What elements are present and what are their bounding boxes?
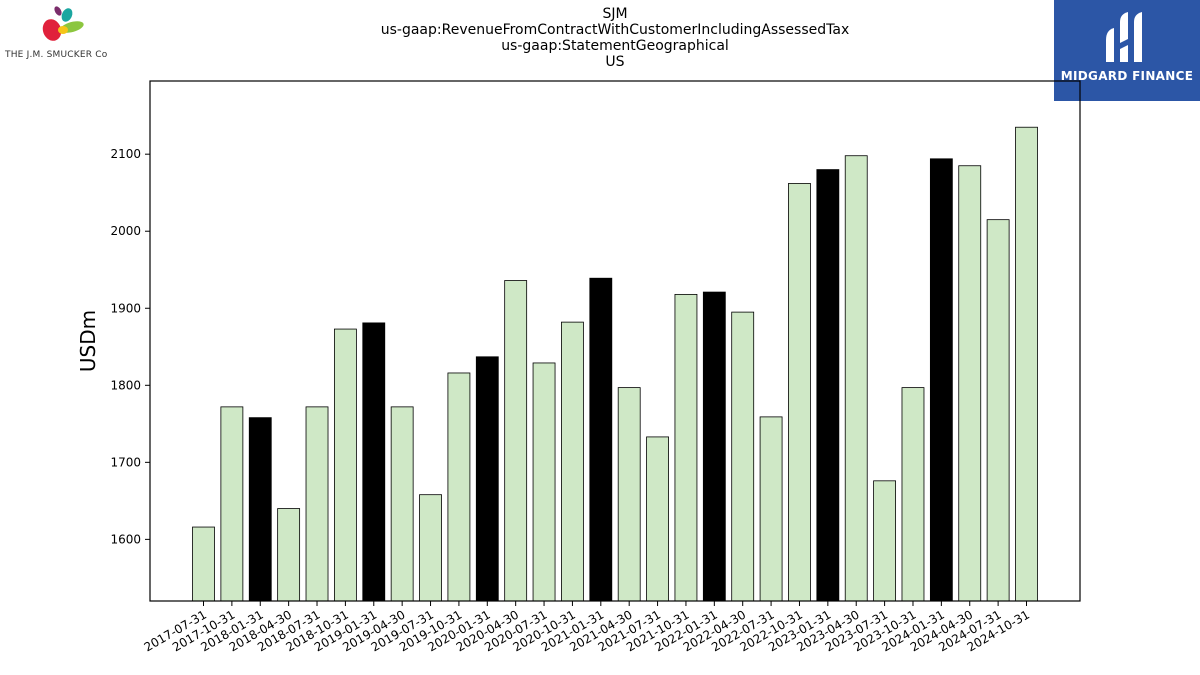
bar-2022-07-31 [759, 416, 783, 602]
bar-2019-04-30 [390, 406, 414, 602]
bar-2022-04-30 [731, 311, 755, 602]
bar-2020-01-31 [475, 356, 499, 602]
smucker-logo: THE J.M. SMUCKER Co [0, 0, 130, 70]
midgard-mark-icon [1106, 12, 1142, 62]
y-axis: 1600 1700 1800 1900 2000 2100 [110, 147, 150, 546]
bar-2017-10-31 [220, 406, 244, 602]
bar-2018-04-30 [277, 508, 301, 602]
bar-2020-10-31 [561, 321, 584, 602]
bar-2023-01-31 [816, 169, 840, 602]
bar-2023-07-31 [873, 480, 897, 602]
bar-2020-04-30 [504, 280, 528, 602]
bar-2018-10-31 [333, 328, 357, 602]
bars-group [192, 126, 1038, 602]
midgard-wordmark: MIDGARD FINANCE [1060, 69, 1194, 83]
bar-2017-07-31 [192, 526, 215, 602]
bar-2022-01-31 [702, 291, 726, 602]
y-axis-label: USDm [76, 310, 100, 372]
midgard-finance-logo: MIDGARD FINANCE [1054, 0, 1200, 101]
bar-2020-07-31 [532, 362, 556, 602]
chart-title-block: SJM us-gaap:RevenueFromContractWithCusto… [300, 6, 930, 70]
title-metric: us-gaap:RevenueFromContractWithCustomerI… [380, 22, 850, 38]
x-axis: 2017-07-312017-10-312018-01-312018-04-30… [142, 601, 1032, 654]
y-tick-label: 1800 [110, 378, 141, 392]
title-segment: US [605, 54, 625, 70]
title-ticker: SJM [602, 6, 628, 22]
title-dimension: us-gaap:StatementGeographical [501, 38, 729, 54]
smucker-logo-mark [42, 6, 84, 41]
y-tick-label: 1900 [110, 301, 141, 315]
bar-2019-10-31 [447, 372, 471, 602]
bar-2024-07-31 [986, 219, 1010, 602]
bar-2024-10-31 [1015, 126, 1038, 602]
bar-2019-07-31 [419, 494, 442, 602]
plot-frame [149, 80, 1081, 602]
smucker-wordmark: THE J.M. SMUCKER Co [5, 50, 108, 60]
bar-2018-01-31 [248, 417, 272, 602]
bar-2021-01-31 [589, 277, 613, 602]
bar-2024-01-31 [929, 158, 953, 602]
bar-2018-07-31 [305, 406, 329, 602]
bar-2024-04-30 [958, 165, 982, 602]
y-tick-label: 2100 [110, 147, 141, 161]
y-tick-label: 2000 [110, 224, 141, 238]
y-tick-label: 1700 [110, 455, 141, 469]
bar-2023-10-31 [901, 387, 925, 602]
bar-2021-07-31 [646, 436, 669, 602]
bar-2022-10-31 [788, 183, 811, 602]
bar-2021-04-30 [617, 387, 641, 602]
bar-2023-04-30 [844, 155, 868, 602]
y-tick-label: 1600 [110, 532, 141, 546]
bar-2019-01-31 [362, 322, 386, 602]
bar-2021-10-31 [674, 293, 698, 602]
